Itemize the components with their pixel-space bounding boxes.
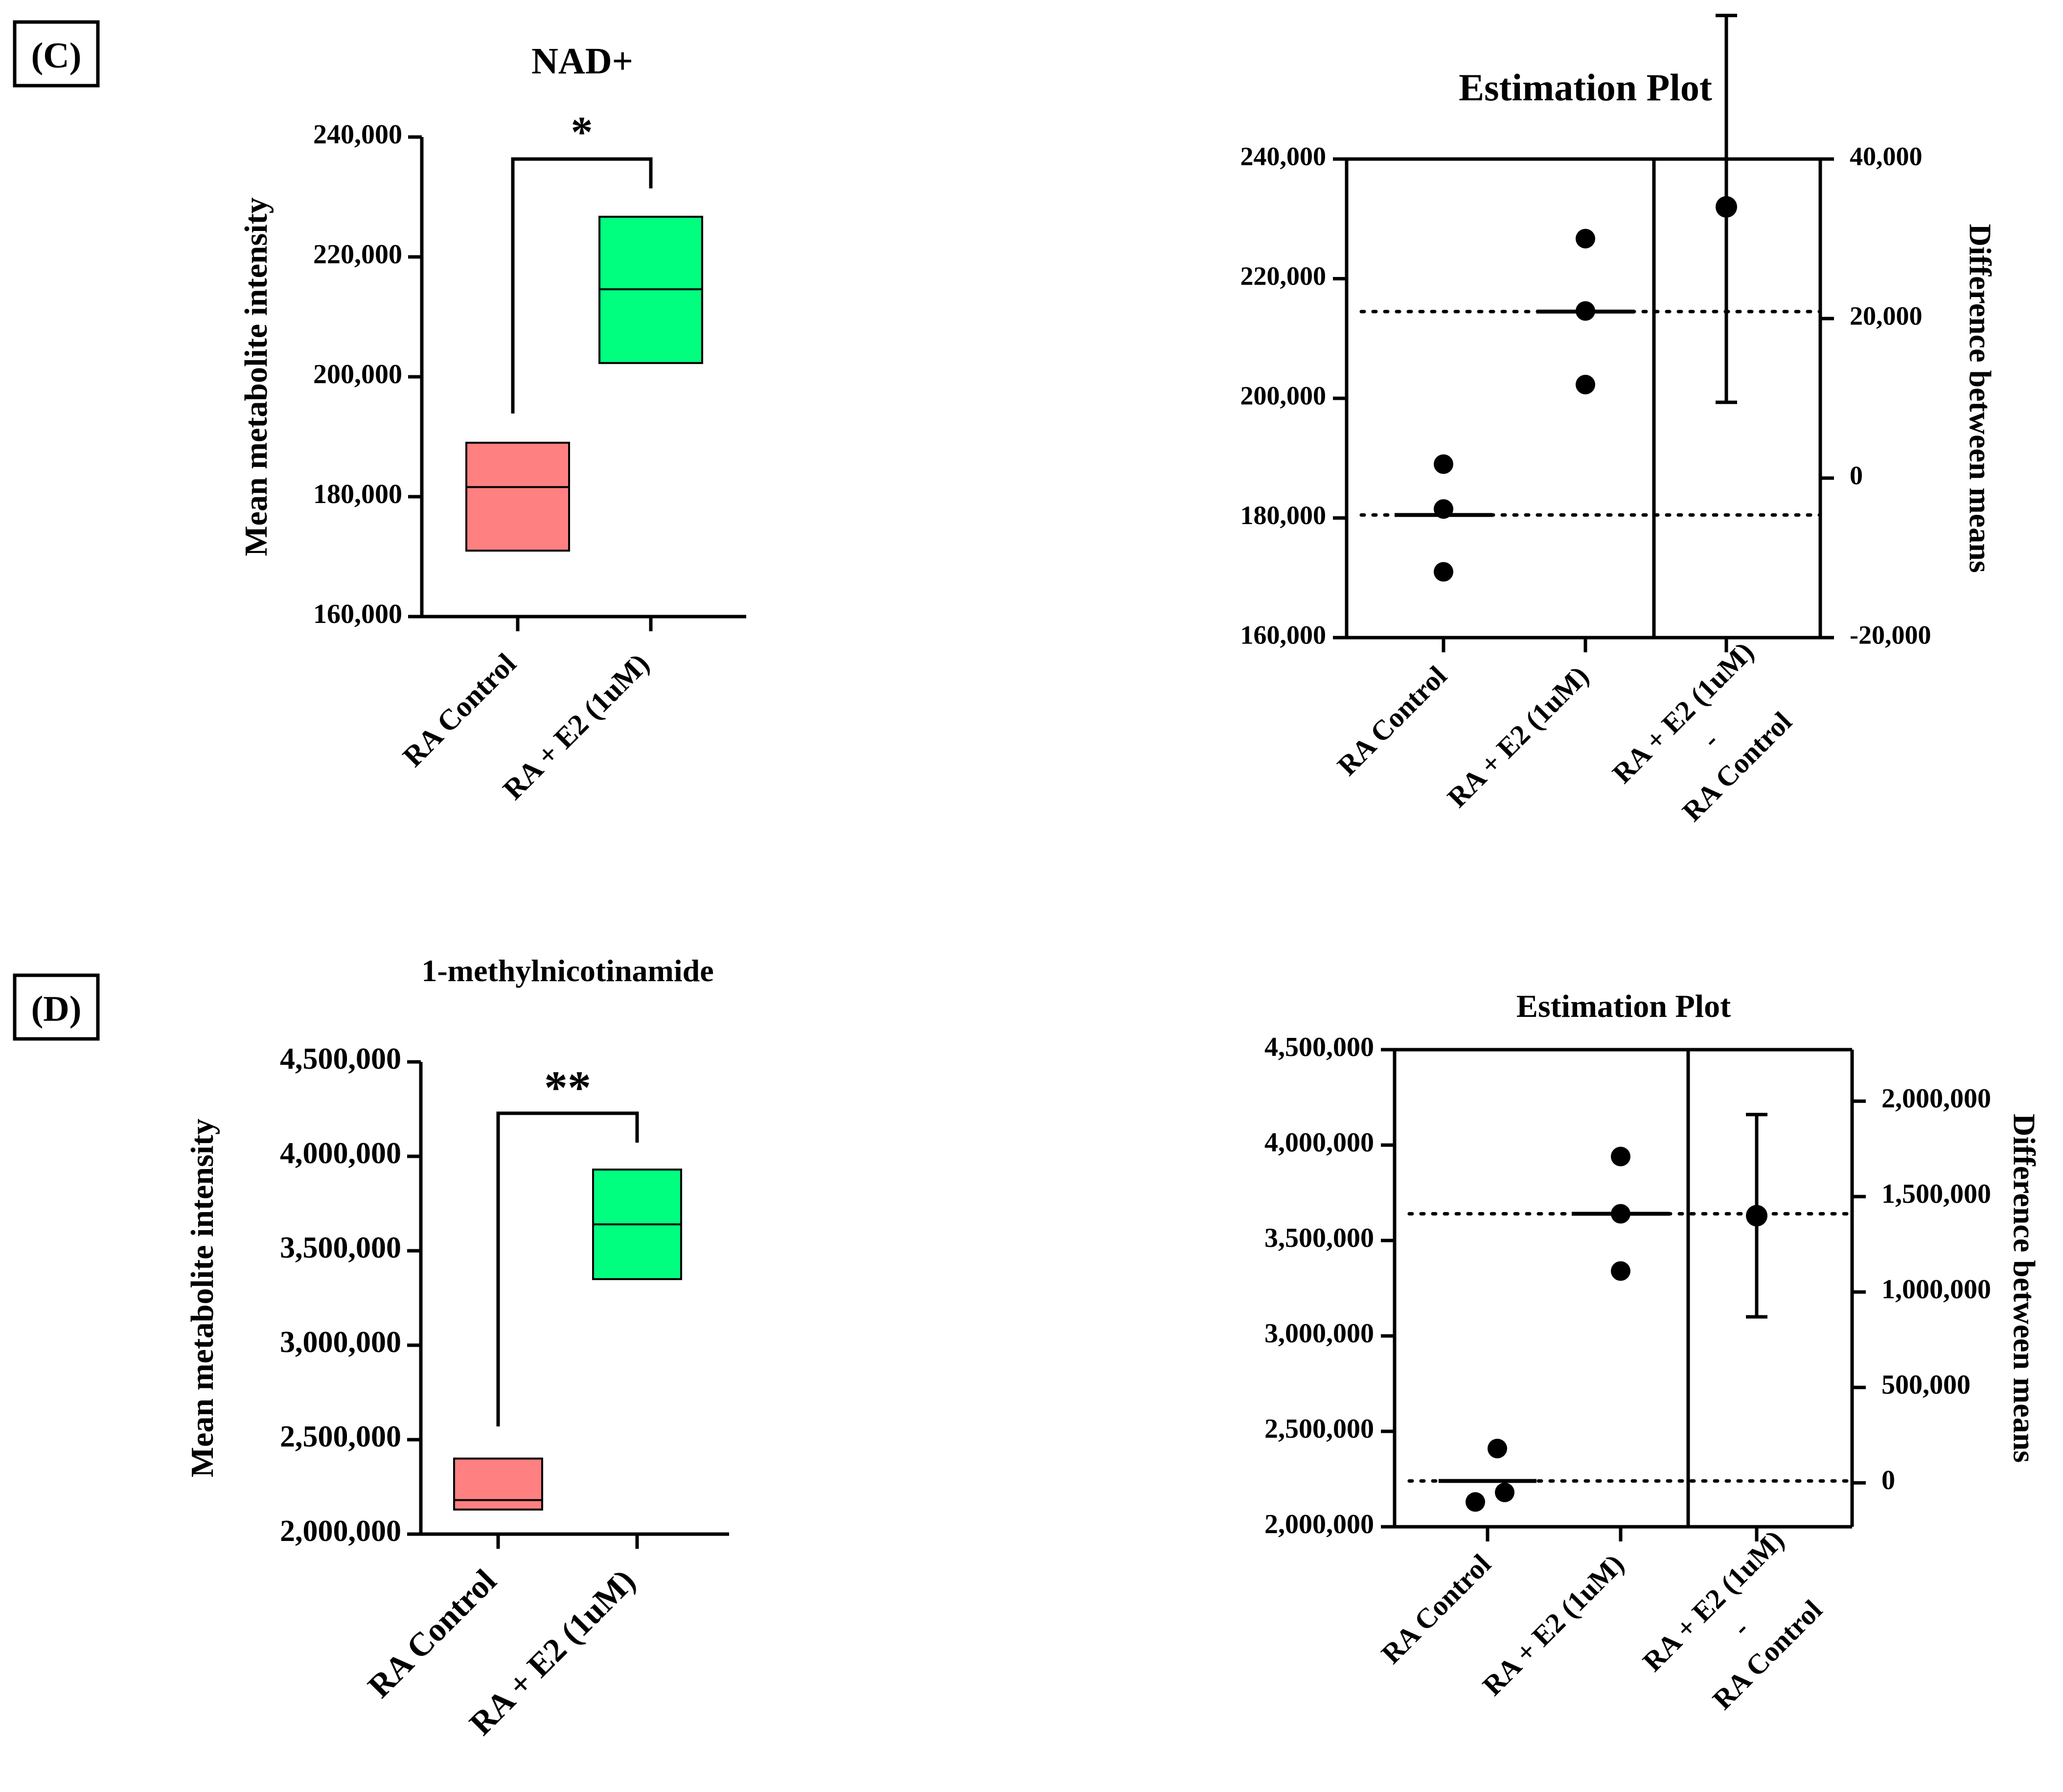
y-tick-label: 4,000,000	[280, 1137, 401, 1170]
x-tick-label-line: -	[1726, 1613, 1755, 1642]
difference-mean-point	[1716, 196, 1737, 218]
y-tick-label: 180,000	[1240, 501, 1327, 530]
y-axis-label: Mean metabolite intensity	[238, 197, 274, 556]
y-tick-label: 200,000	[313, 359, 402, 390]
x-tick-label-line: -	[1696, 725, 1725, 754]
y-right-axis-label: Difference between means	[1963, 224, 1997, 573]
y-tick-label: 240,000	[1240, 141, 1327, 171]
x-tick-label: RA Control	[361, 1562, 504, 1705]
y-tick-label: 240,000	[313, 119, 402, 150]
y-tick-label: 4,000,000	[1264, 1127, 1374, 1158]
data-point-ra-e2-1um	[1611, 1204, 1630, 1224]
x-tick-label-line: RA + E2 (1uM)	[1441, 660, 1595, 813]
y-right-tick-label: 500,000	[1881, 1370, 1971, 1400]
x-tick-label-line: RA Control	[1676, 706, 1798, 827]
y-tick-label: 3,000,000	[280, 1326, 401, 1359]
chart-title: Estimation Plot	[1459, 66, 1712, 109]
x-tick-label-line: RA + E2 (1uM)	[1476, 1548, 1630, 1701]
y-tick-label: 3,500,000	[1264, 1223, 1374, 1253]
y-right-tick-label: 0	[1881, 1465, 1895, 1495]
x-tick-label: RA + E2 (1uM)	[1476, 1548, 1630, 1701]
x-tick-label: RA Control	[1375, 1548, 1497, 1670]
x-tick-label-line: RA Control	[1706, 1594, 1828, 1716]
y-tick-label: 220,000	[1240, 261, 1327, 291]
y-tick-label: 2,500,000	[280, 1420, 401, 1453]
data-point-ra-e2-1um	[1576, 374, 1595, 394]
y-tick-label: 2,000,000	[280, 1515, 401, 1548]
y-right-tick-label: 20,000	[1850, 301, 1923, 330]
x-tick-label: RA + E2 (1uM)-RA Control	[1606, 636, 1814, 844]
significance-marker: *	[571, 108, 593, 157]
data-point-ra-control	[1434, 454, 1453, 474]
data-point-ra-control	[1495, 1482, 1514, 1502]
data-point-ra-e2-1um	[1576, 229, 1595, 249]
y-tick-label: 3,500,000	[280, 1231, 401, 1264]
chart-title: Estimation Plot	[1516, 988, 1731, 1024]
y-tick-label: 160,000	[313, 599, 402, 629]
x-tick-label: RA Control	[396, 647, 522, 773]
y-tick-label: 2,500,000	[1264, 1414, 1374, 1444]
y-tick-label: 180,000	[313, 479, 402, 509]
y-right-tick-label: 40,000	[1850, 141, 1923, 171]
x-tick-label: RA Control	[1331, 660, 1453, 781]
chart-methylnicotinamide-estimation-plot: Estimation Plot 2,000,000 2,500,000 3,000,0…	[1264, 988, 2041, 1732]
x-tick-label: RA + E2 (1uM)-RA Control	[1636, 1524, 1844, 1732]
y-tick-label: 4,500,000	[1264, 1032, 1374, 1062]
significance-marker: **	[544, 1061, 591, 1114]
chart-nad-estimation-plot: Estimation Plot 160,000 180,000 200,000 220,…	[1240, 14, 1997, 844]
data-point-ra-e2-1um	[1576, 301, 1595, 321]
box-ra-control	[453, 1457, 543, 1511]
difference-mean-point	[1746, 1205, 1767, 1227]
y-tick-label: 160,000	[1240, 620, 1327, 649]
y-right-axis-label: Difference between means	[2007, 1114, 2041, 1463]
significance-bracket	[511, 157, 653, 414]
panel-c-label-text: (C)	[31, 36, 82, 76]
y-right-tick-label: 1,500,000	[1881, 1179, 1991, 1209]
y-tick-label: 4,500,000	[280, 1042, 401, 1076]
chart-methylnicotinamide-box-plot: 1-methylnicotinamide Mean metabolite inte…	[184, 953, 729, 1742]
y-right-tick-label: 0	[1850, 460, 1863, 490]
y-tick-label: 2,000,000	[1264, 1509, 1374, 1539]
y-right-tick-label: -20,000	[1850, 620, 1931, 649]
y-tick-label: 200,000	[1240, 381, 1327, 410]
data-point-ra-e2-1um	[1611, 1261, 1630, 1281]
data-point-ra-control	[1488, 1439, 1507, 1459]
significance-bracket	[496, 1111, 639, 1426]
x-tick-label: RA + E2 (1uM)	[1441, 660, 1595, 813]
box-ra-control	[465, 441, 570, 552]
chart-title: 1-methylnicotinamide	[421, 953, 713, 988]
panel-d-label-text: (D)	[31, 989, 82, 1029]
panel-d-label-box	[13, 973, 100, 1041]
y-right-tick-label: 2,000,000	[1881, 1083, 1991, 1114]
chart-title: NAD+	[531, 41, 633, 82]
data-point-ra-control	[1434, 499, 1453, 519]
y-axis-label: Mean metabolite intensity	[184, 1119, 220, 1477]
x-tick-label-line: RA Control	[1375, 1548, 1497, 1670]
panel-c-label-box	[13, 20, 100, 88]
y-tick-label: 220,000	[313, 239, 402, 270]
panel-d-label: (D)	[13, 973, 100, 1041]
y-right-tick-label: 1,000,000	[1881, 1274, 1991, 1305]
data-point-ra-control	[1466, 1492, 1485, 1512]
x-tick-label-line: RA Control	[1331, 660, 1453, 781]
chart-nad-box-plot: NAD+ Mean metabolite intensity 160,000 180,…	[238, 41, 746, 806]
y-tick-label: 3,000,000	[1264, 1318, 1374, 1349]
data-point-ra-control	[1434, 562, 1453, 582]
data-point-ra-e2-1um	[1611, 1147, 1630, 1167]
panel-c-label: (C)	[13, 20, 100, 88]
